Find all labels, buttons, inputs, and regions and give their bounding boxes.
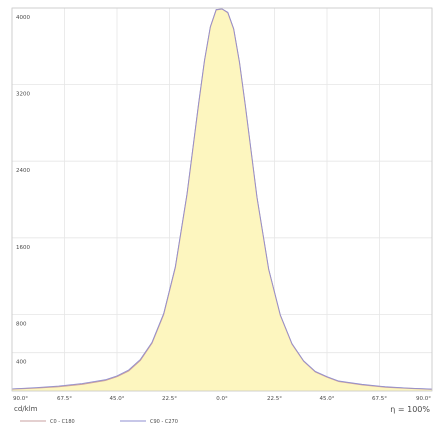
y-tick-label: 1600 xyxy=(16,245,30,251)
legend: C0 - C180 C90 - C270 xyxy=(20,419,178,425)
x-tick-label: 22.5° xyxy=(267,396,282,402)
y-tick-label: 400 xyxy=(16,360,27,366)
y-tick-labels: 400 800 1600 2400 3200 4000 xyxy=(16,15,30,366)
y-tick-label: 800 xyxy=(16,321,27,327)
x-tick-label: 45.0° xyxy=(110,396,125,402)
x-tick-label: 67.5° xyxy=(372,396,387,402)
y-tick-label: 3200 xyxy=(16,92,30,98)
x-tick-label: 45.0° xyxy=(320,396,335,402)
y-tick-label: 4000 xyxy=(16,15,30,21)
series-line-c90-c270 xyxy=(11,8,433,390)
x-tick-label: 0.0° xyxy=(216,396,228,402)
plot-area xyxy=(11,8,433,392)
legend-label: C0 - C180 xyxy=(50,419,75,425)
legend-label: C90 - C270 xyxy=(150,419,178,425)
y-tick-label: 2400 xyxy=(16,168,30,174)
unit-label: cd/klm xyxy=(14,405,38,413)
plot-frame xyxy=(11,7,433,392)
x-tick-label: 67.5° xyxy=(57,396,72,402)
x-tick-labels: 90.0° 67.5° 45.0° 22.5° 0.0° 22.5° 45.0° 67.5° 9… xyxy=(13,396,431,402)
efficiency-label: η = 100% xyxy=(390,405,430,414)
series-fill-c0-c180 xyxy=(12,8,432,392)
x-tick-label: 90.0° xyxy=(13,396,28,402)
x-tick-label: 90.0° xyxy=(416,396,431,402)
x-tick-label: 22.5° xyxy=(162,396,177,402)
